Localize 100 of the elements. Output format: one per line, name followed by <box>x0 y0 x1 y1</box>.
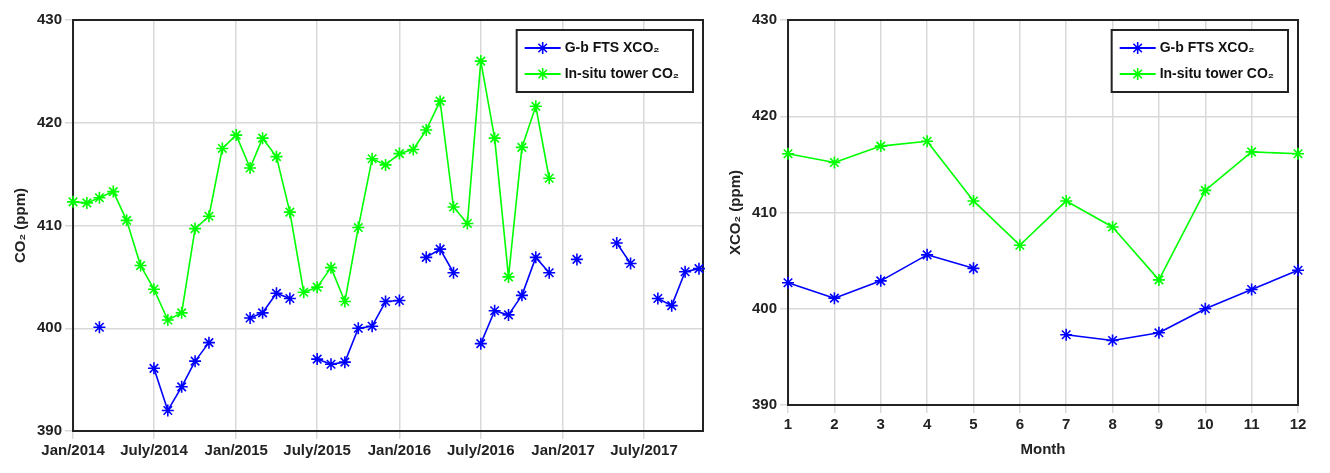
x-tick-label: July/2015 <box>283 441 351 459</box>
y-tick-label: 400 <box>752 298 778 316</box>
legend-label: In-situ tower CO₂ <box>1159 64 1275 81</box>
x-tick-label: 4 <box>922 415 932 433</box>
y-tick-label: 390 <box>37 421 63 439</box>
point <box>106 184 121 199</box>
point <box>338 294 352 309</box>
y-tick-label: 410 <box>37 215 63 233</box>
point <box>1244 282 1259 297</box>
y-tick-label: 400 <box>37 318 63 336</box>
point <box>66 195 80 209</box>
point <box>147 361 161 376</box>
point <box>920 134 934 149</box>
point <box>920 248 934 262</box>
point <box>229 128 244 142</box>
point <box>827 155 842 170</box>
point <box>1105 333 1120 348</box>
point <box>1059 194 1073 208</box>
point <box>966 194 981 208</box>
point <box>487 303 502 318</box>
x-tick-label: 9 <box>1154 415 1164 433</box>
point <box>692 261 706 276</box>
point <box>1291 146 1305 161</box>
x-tick-label: Jan/2015 <box>204 441 268 459</box>
point <box>310 280 324 294</box>
point <box>446 200 461 214</box>
legend-label: G-b FTS XCO₂ <box>1159 38 1255 55</box>
point <box>781 146 795 161</box>
point <box>966 261 981 276</box>
point <box>255 131 270 145</box>
point <box>378 158 393 172</box>
point <box>433 94 447 108</box>
point <box>174 306 189 320</box>
x-tick-label: Jan/2016 <box>367 441 432 459</box>
point <box>678 264 692 279</box>
point <box>487 131 502 145</box>
point <box>92 320 107 335</box>
point <box>296 285 311 300</box>
point <box>460 216 475 231</box>
x-tick-label: 8 <box>1108 415 1117 433</box>
point <box>651 291 665 306</box>
y-axis-title: CO₂ (ppm) <box>11 188 29 263</box>
x-tick-label: July/2014 <box>120 441 189 459</box>
x-tick-label: 11 <box>1243 415 1260 433</box>
point <box>515 140 529 155</box>
point <box>255 306 270 320</box>
point <box>419 123 434 137</box>
point <box>1152 273 1166 287</box>
y-tick-label: 390 <box>752 395 778 413</box>
point <box>188 221 202 236</box>
point <box>133 258 148 273</box>
point <box>202 335 216 350</box>
x-tick-label: 12 <box>1289 415 1307 433</box>
point <box>1291 263 1305 278</box>
x-tick-label: 3 <box>876 415 885 433</box>
y-tick-label: 430 <box>37 10 63 28</box>
point <box>283 205 297 219</box>
point <box>446 265 461 280</box>
point <box>433 242 447 256</box>
point <box>1152 326 1166 340</box>
x-tick-label: 10 <box>1196 415 1214 433</box>
point <box>473 54 488 68</box>
x-tick-label: 6 <box>1015 415 1024 433</box>
x-tick-label: Jan/2017 <box>531 441 595 459</box>
point <box>310 352 324 366</box>
point <box>515 288 529 303</box>
point <box>1198 301 1213 316</box>
x-tick-label: Jan/2014 <box>41 441 106 459</box>
point <box>528 99 543 114</box>
y-tick-label: 410 <box>752 202 778 220</box>
y-tick-label: 430 <box>752 10 778 28</box>
point <box>365 151 379 166</box>
point <box>243 311 257 325</box>
point <box>378 294 393 309</box>
point <box>473 336 488 351</box>
point <box>1013 238 1027 253</box>
point <box>392 146 407 161</box>
point <box>873 274 888 288</box>
x-tick-label: 7 <box>1062 415 1071 433</box>
point <box>92 190 107 205</box>
point <box>1244 145 1259 159</box>
x-axis-title: Month <box>1020 440 1066 458</box>
point <box>419 250 434 265</box>
x-tick-label: 5 <box>969 415 978 433</box>
point <box>147 282 161 297</box>
x-tick-label: July/2016 <box>447 441 515 459</box>
point <box>269 286 284 301</box>
point <box>365 319 379 333</box>
point <box>542 265 556 280</box>
point <box>623 256 638 271</box>
point <box>338 355 352 369</box>
x-tick-label: July/2017 <box>610 441 678 459</box>
x-tick-label: 2 <box>830 415 839 433</box>
point <box>1059 327 1073 342</box>
point <box>570 252 584 267</box>
point <box>80 196 94 210</box>
point <box>1198 183 1213 198</box>
y-tick-label: 420 <box>752 106 778 124</box>
y-axis-title: XCO₂ (ppm) <box>726 170 744 255</box>
point <box>1105 220 1120 234</box>
